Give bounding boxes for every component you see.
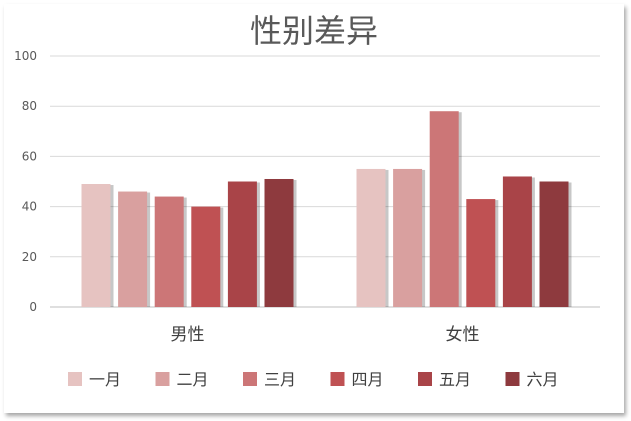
bars	[81, 111, 572, 307]
x-category-label: 男性	[171, 325, 205, 345]
bar-六月-男性	[264, 178, 294, 307]
legend-swatch	[243, 372, 257, 386]
bar-三月-男性	[154, 196, 184, 307]
legend-swatch	[418, 372, 432, 386]
chart-title: 性别差异	[250, 12, 378, 50]
bar-五月-女性	[502, 176, 532, 307]
legend-label: 二月	[177, 370, 209, 389]
legend-swatch	[330, 372, 345, 386]
x-category-label: 女性	[446, 325, 480, 345]
legend-swatch	[68, 372, 82, 386]
y-tick-label: 40	[22, 200, 37, 214]
bar-四月-女性	[466, 199, 496, 307]
legend-label: 一月	[89, 370, 121, 389]
bar-六月-女性	[539, 181, 569, 307]
bar-二月-男性	[118, 191, 148, 307]
legend-label: 四月	[352, 370, 384, 389]
bar-一月-女性	[356, 168, 386, 307]
y-tick-label: 0	[29, 300, 37, 314]
bar-四月-男性	[191, 206, 221, 307]
y-tick-label: 80	[22, 99, 37, 113]
bar-chart: 性别差异 0 20 40 60 80 100 男性 女性 一月 二月 三月 四月 五月 六月	[14, 12, 600, 389]
legend-swatch	[155, 372, 170, 386]
legend-label: 六月	[527, 370, 559, 389]
x-axis-categories: 男性 女性	[171, 325, 480, 345]
legend-label: 五月	[439, 370, 471, 389]
bar-五月-男性	[227, 181, 257, 307]
bar-一月-男性	[81, 184, 111, 307]
y-axis-ticks: 0 20 40 60 80 100	[14, 49, 37, 314]
legend-swatch	[505, 372, 520, 386]
y-tick-label: 60	[22, 149, 37, 163]
y-tick-label: 20	[22, 250, 37, 264]
bar-三月-女性	[429, 111, 459, 307]
chart-frame: 性别差异 0 20 40 60 80 100 男性 女性 一月 二月 三月 四月 五月 六月	[4, 4, 624, 413]
y-tick-label: 100	[14, 49, 37, 63]
legend: 一月 二月 三月 四月 五月 六月	[68, 370, 559, 389]
bar-二月-女性	[393, 168, 423, 307]
legend-label: 三月	[264, 370, 296, 389]
